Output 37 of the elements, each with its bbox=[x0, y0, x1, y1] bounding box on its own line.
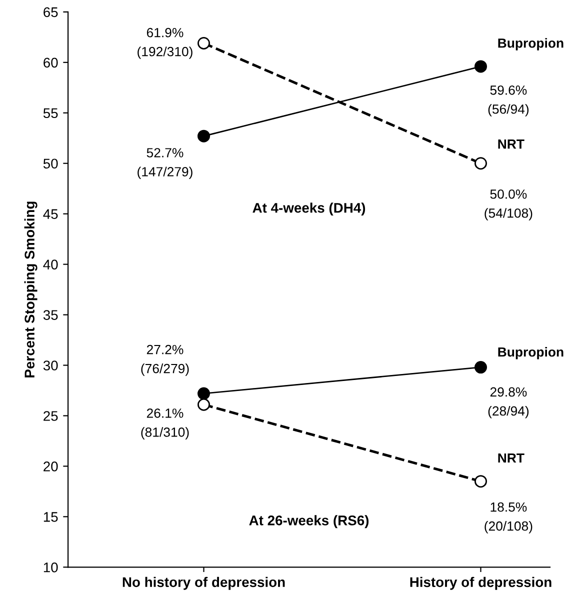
y-tick-label: 65 bbox=[44, 7, 58, 18]
y-tick-label: 30 bbox=[43, 360, 58, 370]
series-label: Bupropion bbox=[498, 346, 564, 360]
point bbox=[198, 387, 210, 400]
data-label: 50.0% (54/108) bbox=[484, 189, 532, 220]
x-tick-label: History of depression bbox=[410, 576, 552, 590]
y-tick-label: 55 bbox=[43, 108, 58, 118]
data-label: 61.9% (192/310) bbox=[138, 28, 192, 59]
point bbox=[474, 157, 487, 170]
series-label: NRT bbox=[498, 453, 524, 463]
data-label: 27.2% (76/279) bbox=[141, 344, 189, 376]
y-tick-label: 45 bbox=[43, 209, 58, 220]
annotation: At 4-weeks (DH4) bbox=[252, 202, 366, 216]
y-tick-label: 50 bbox=[43, 158, 58, 169]
series-label: Bupropion bbox=[498, 38, 564, 50]
data-label: 59.6% (56/94) bbox=[488, 85, 529, 116]
data-label: 52.7% (147/279) bbox=[138, 148, 192, 179]
y-tick-label: 60 bbox=[44, 58, 58, 68]
annotation: At 26-weeks (RS6) bbox=[249, 515, 369, 528]
point bbox=[474, 475, 487, 488]
y-tick-label: 25 bbox=[44, 411, 58, 421]
point bbox=[198, 36, 210, 50]
y-axis-title: Percent Stopping Smoking bbox=[24, 202, 38, 378]
x-tick-label: No history of depression bbox=[122, 576, 285, 590]
point bbox=[474, 361, 487, 374]
y-tick-label: 40 bbox=[43, 260, 58, 270]
y-tick-label: 35 bbox=[43, 310, 58, 320]
y-tick-label: 20 bbox=[44, 462, 58, 472]
series-label: NRT bbox=[498, 140, 524, 149]
data-label: 29.8% (28/94) bbox=[488, 387, 529, 418]
y-tick-label: 15 bbox=[44, 512, 58, 522]
point bbox=[198, 398, 210, 411]
point bbox=[198, 130, 210, 142]
y-tick-label: 10 bbox=[44, 562, 58, 572]
data-label: 18.5% (20/108) bbox=[484, 502, 532, 534]
data-label: 26.1% (81/310) bbox=[141, 408, 189, 440]
point bbox=[474, 60, 487, 73]
